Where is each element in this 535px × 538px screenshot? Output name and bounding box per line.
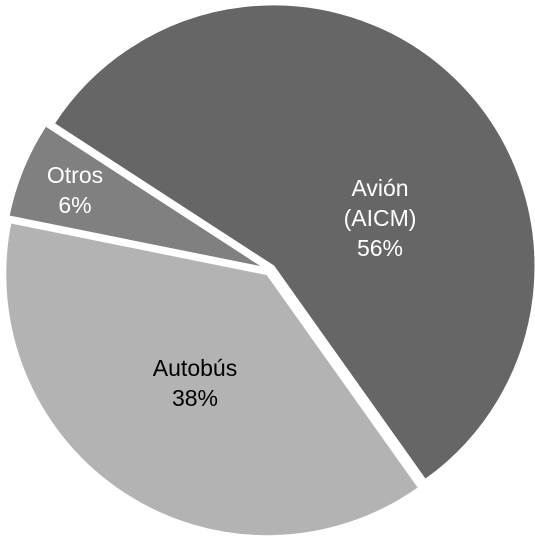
category-label: Autobús <box>152 355 238 381</box>
value-label: 6% <box>58 192 92 218</box>
pie-slice <box>7 124 266 270</box>
slice-label: Otros 6% <box>20 160 130 220</box>
category-label: Avión (AICM) <box>343 175 417 231</box>
value-label: 38% <box>171 385 219 411</box>
slice-label: Avión (AICM) 56% <box>325 173 435 263</box>
pie-slice <box>52 3 535 482</box>
slice-label: Autobús 38% <box>140 353 250 413</box>
category-label: Otros <box>46 162 104 188</box>
value-label: 56% <box>356 235 404 261</box>
pie-slice <box>4 221 421 538</box>
